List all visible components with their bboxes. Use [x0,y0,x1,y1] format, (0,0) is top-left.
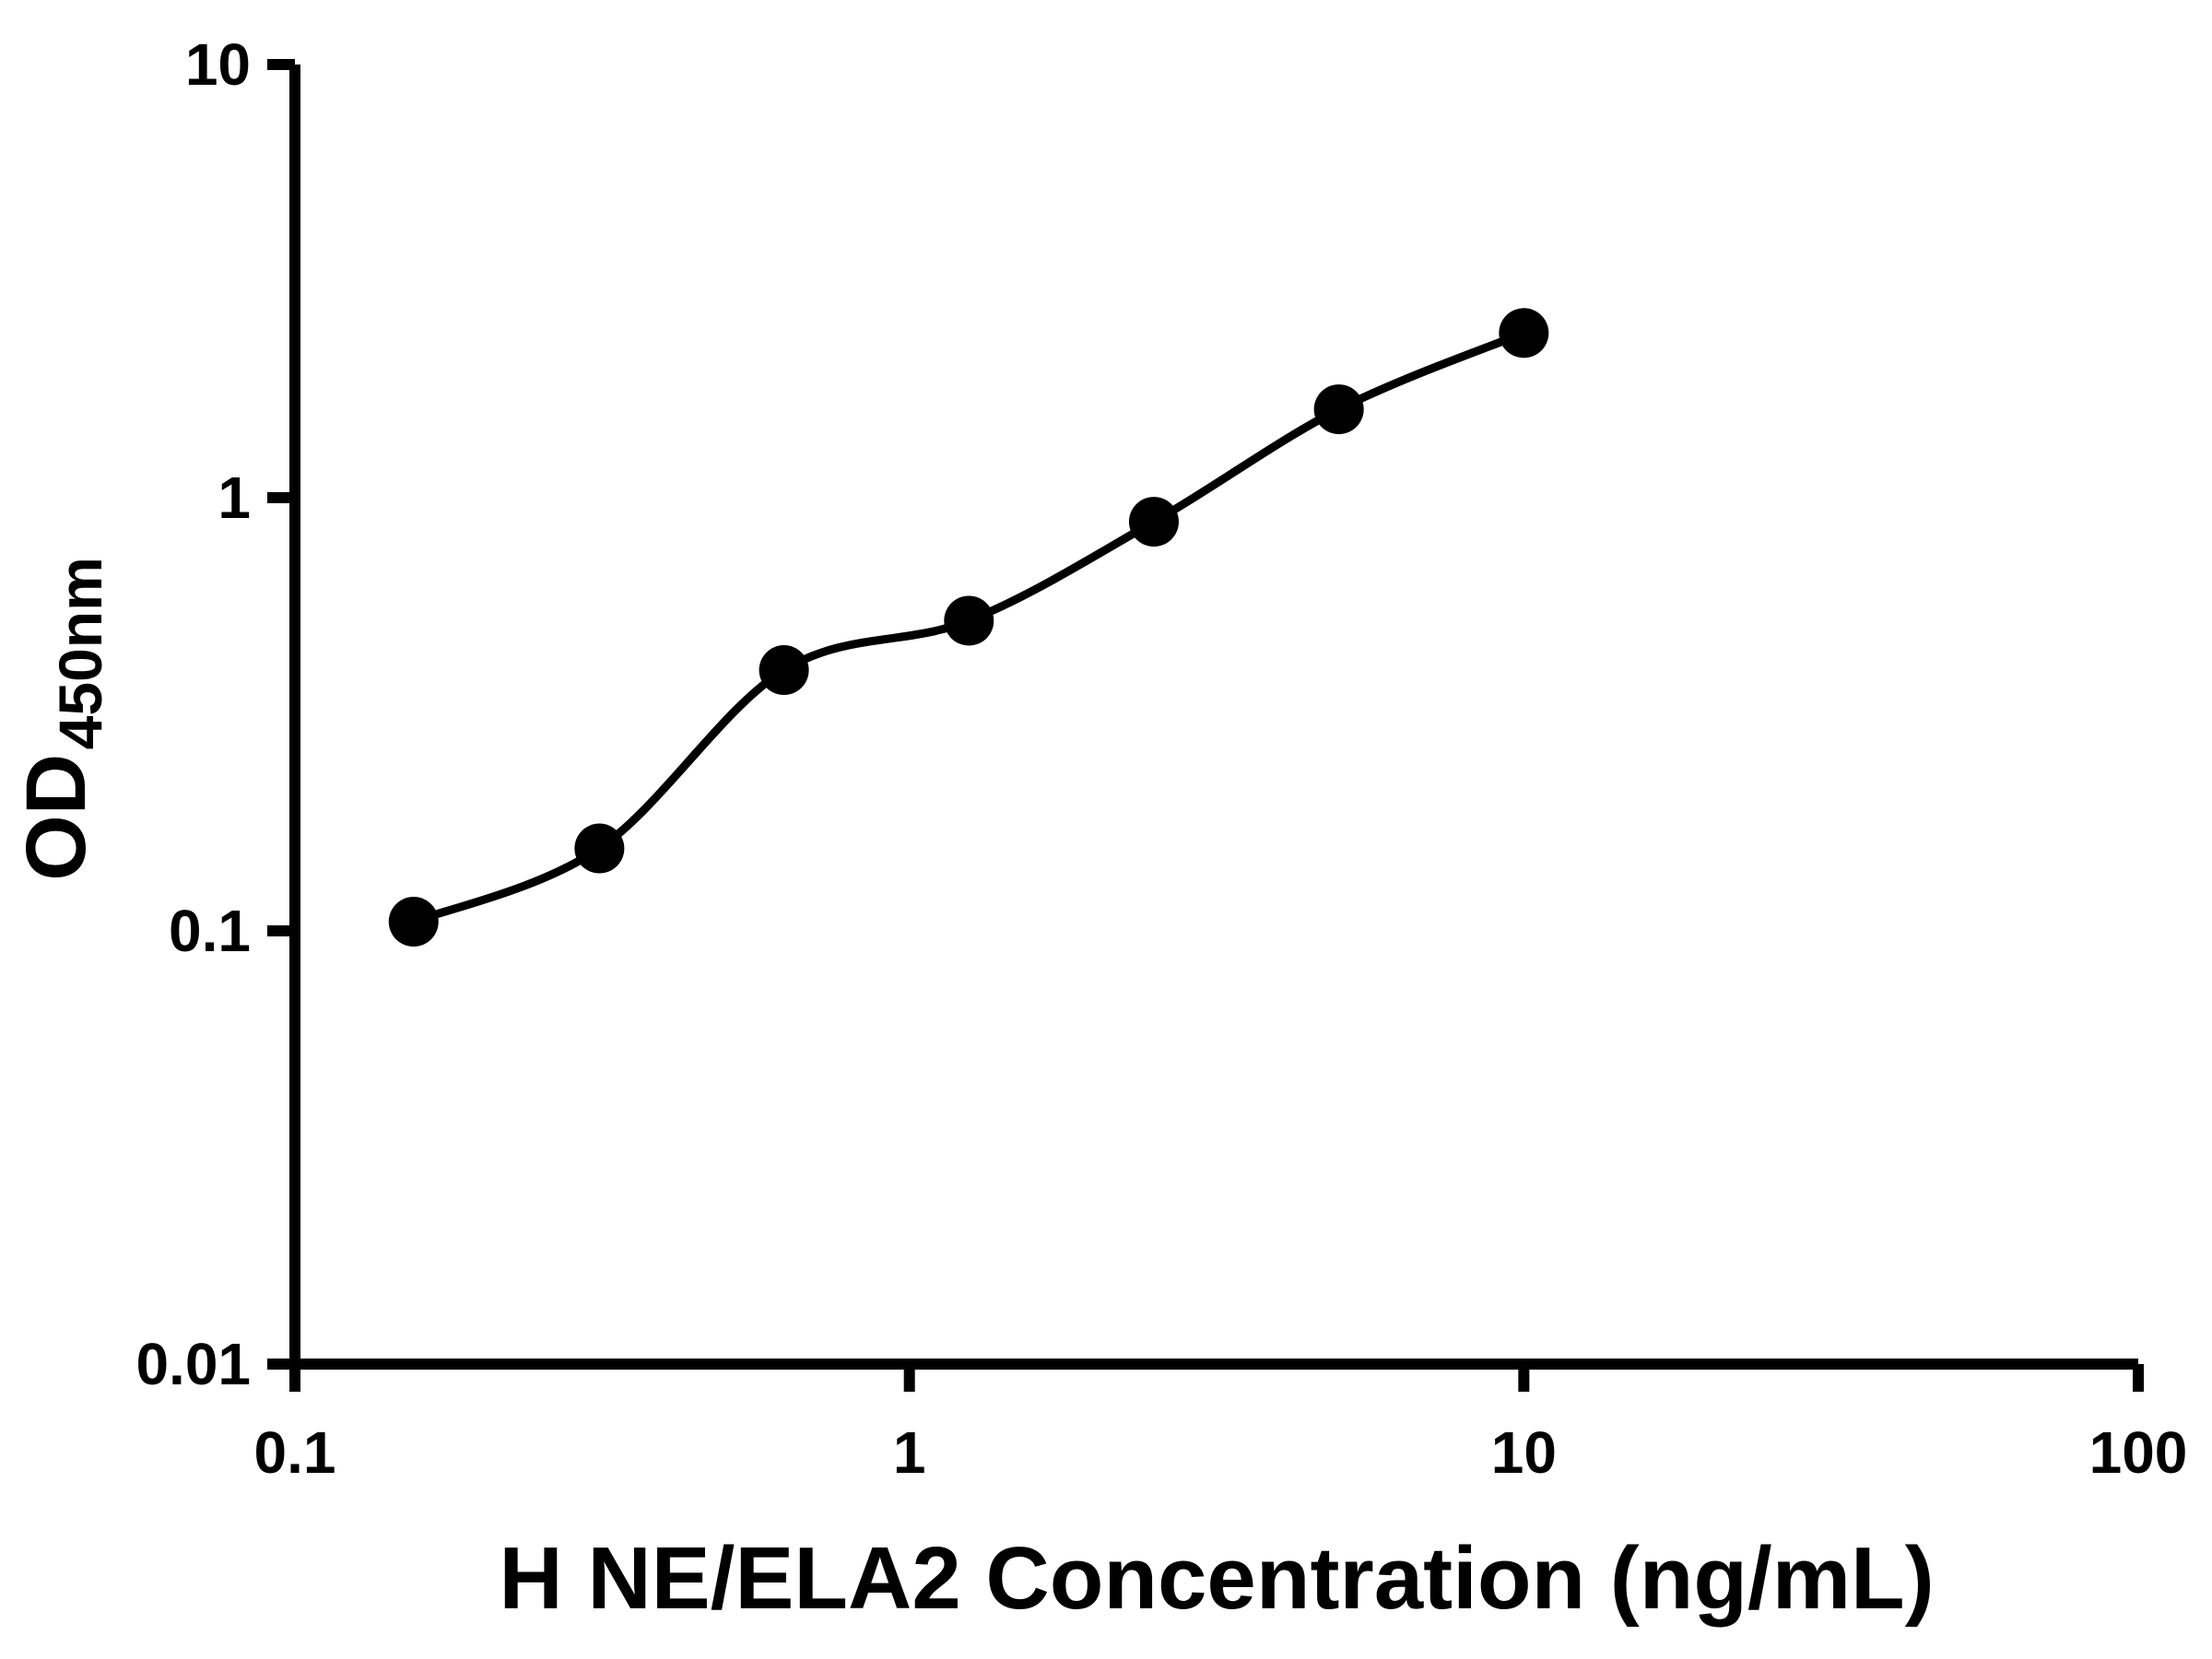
y-tick-label: 10 [185,31,251,98]
data-point [759,645,809,696]
y-axis-title-sub: 450nm [46,557,114,749]
data-point [1313,384,1364,435]
y-axis-title-main: OD [9,754,103,881]
y-tick-label: 0.1 [169,898,251,964]
y-tick-label: 1 [218,465,251,531]
y-axis-title: OD 450nm [9,557,114,881]
x-tick-label: 1 [893,1419,926,1486]
y-tick-label: 0.01 [135,1331,251,1397]
data-point [1128,497,1179,547]
data-point [944,595,994,646]
data-point [574,823,625,874]
x-tick-label: 100 [2089,1419,2188,1486]
data-point [388,897,439,947]
x-axis-title: H NE/ELA2 Concentration (ng/mL) [499,1529,1934,1628]
data-point [1499,308,1549,359]
axes-spine [289,65,2138,1370]
x-tick-label: 10 [1491,1419,1557,1486]
x-tick-label: 0.1 [254,1419,336,1486]
